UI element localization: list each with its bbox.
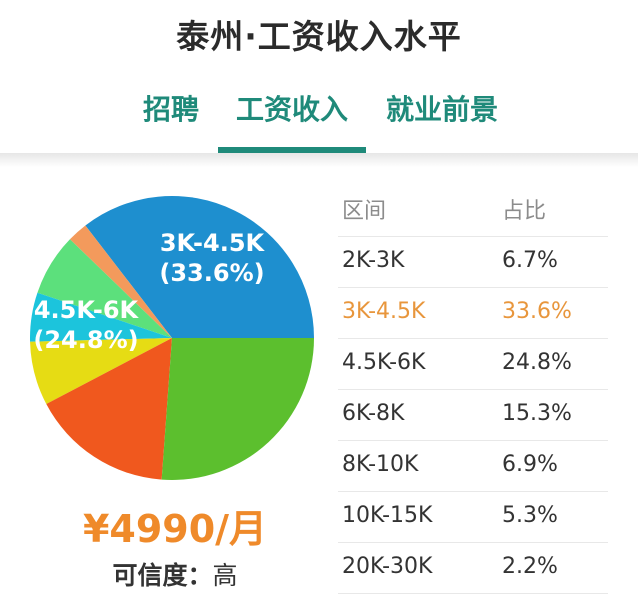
column-header-range: 区间 — [342, 199, 387, 224]
salary-pie-chart — [27, 193, 317, 483]
pie-slice-6 — [161, 338, 314, 480]
tab-employment-outlook[interactable]: 就业前景 — [385, 93, 498, 126]
tab-recruitment[interactable]: 招聘 — [142, 93, 199, 126]
range-cell: 10K-15K — [342, 503, 433, 528]
pie-slice-1 — [69, 225, 172, 338]
salary-distribution-table: 区间 占比 2K-3K 6.7% 3K-4.5K 33.6% 4.5K-6K 2… — [338, 190, 608, 594]
table-row: 20K-30K 2.2% — [338, 543, 608, 594]
table-row: 4.5K-6K 24.8% — [338, 339, 608, 390]
pie-slice-4 — [30, 338, 172, 405]
page-title: 泰州·工资收入水平 — [176, 17, 462, 56]
ratio-cell: 24.8% — [502, 350, 572, 375]
header-divider — [0, 153, 638, 167]
ratio-cell: 33.6% — [502, 299, 572, 324]
table-row: 6K-8K 15.3% — [338, 390, 608, 441]
pie-slice-0 — [85, 196, 314, 338]
pie-slice-3 — [29, 292, 173, 342]
range-cell: 3K-4.5K — [342, 299, 426, 324]
column-header-ratio: 占比 — [502, 199, 547, 224]
range-cell: 8K-10K — [342, 452, 419, 477]
pie-slice-5 — [46, 338, 172, 480]
pie-label-4.5k-6k-range: 4.5K-6K — [33, 296, 139, 324]
table-row-highlighted: 3K-4.5K 33.6% — [338, 288, 608, 339]
pie-label-4.5k-6k: 4.5K-6K (24.8%) — [30, 295, 142, 355]
pie-label-3k-4.5k: 3K-4.5K (33.6%) — [152, 228, 272, 288]
ratio-cell: 5.3% — [502, 503, 558, 528]
table-row: 10K-15K 5.3% — [338, 492, 608, 543]
credibility-value: 高 — [212, 561, 238, 590]
credibility-label: 可信度： — [112, 561, 213, 590]
ratio-cell: 2.2% — [502, 554, 558, 579]
range-cell: 4.5K-6K — [342, 350, 426, 375]
pie-label-4.5k-6k-pct: (24.8%) — [33, 326, 139, 354]
pie-svg — [29, 196, 314, 480]
range-cell: 6K-8K — [342, 401, 405, 426]
range-cell: 2K-3K — [342, 248, 405, 273]
tab-salary[interactable]: 工资收入 — [235, 93, 348, 126]
credibility: 可信度：高 — [90, 556, 260, 592]
pie-label-3k-4.5k-range: 3K-4.5K — [159, 229, 265, 257]
ratio-cell: 6.9% — [502, 452, 558, 477]
pie-label-3k-4.5k-pct: (33.6%) — [159, 259, 265, 287]
table-row: 8K-10K 6.9% — [338, 441, 608, 492]
ratio-cell: 15.3% — [502, 401, 572, 426]
table-header-row: 区间 占比 — [338, 190, 608, 237]
range-cell: 20K-30K — [342, 554, 433, 579]
pie-slice-2 — [37, 239, 172, 338]
active-tab-indicator — [218, 147, 366, 153]
ratio-cell: 6.7% — [502, 248, 558, 273]
tab-bar: 招聘 工资收入 就业前景 — [0, 90, 638, 154]
table-row: 2K-3K 6.7% — [338, 237, 608, 288]
average-salary: ¥4990/月 — [82, 507, 268, 551]
